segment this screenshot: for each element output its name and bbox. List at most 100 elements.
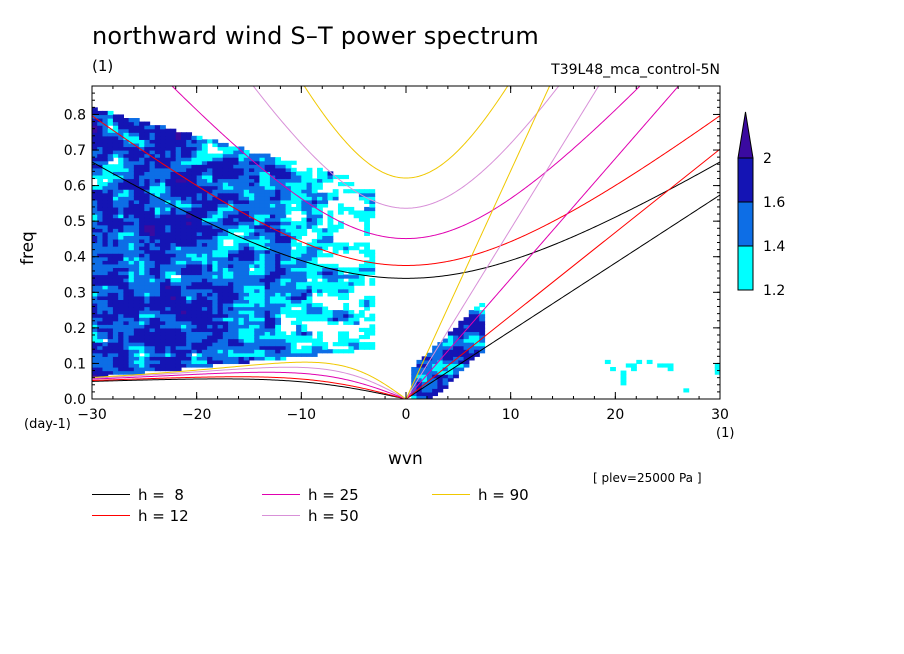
field-cell bbox=[191, 199, 198, 204]
field-cell bbox=[311, 206, 318, 212]
field-cell bbox=[128, 139, 135, 144]
field-cell bbox=[102, 203, 109, 208]
field-cell bbox=[97, 317, 104, 322]
field-cell bbox=[154, 185, 161, 190]
field-cell bbox=[149, 182, 156, 187]
field-cell bbox=[207, 331, 213, 336]
field-cell bbox=[453, 359, 459, 365]
field-cell bbox=[196, 313, 203, 318]
field-cell bbox=[217, 249, 224, 254]
field-cell bbox=[160, 146, 166, 151]
field-cell bbox=[301, 327, 308, 333]
field-cell bbox=[144, 270, 151, 276]
field-cell bbox=[301, 246, 308, 251]
field-cell bbox=[107, 278, 114, 283]
field-cell bbox=[437, 352, 444, 357]
field-cell bbox=[102, 313, 109, 318]
field-cell bbox=[264, 345, 271, 350]
field-cell bbox=[144, 320, 151, 325]
field-cell bbox=[154, 253, 161, 258]
field-cell bbox=[269, 310, 276, 315]
field-cell bbox=[170, 331, 177, 336]
field-cell bbox=[186, 249, 193, 254]
field-cell bbox=[191, 334, 198, 340]
field-cell bbox=[186, 320, 193, 325]
field-cell bbox=[201, 299, 208, 304]
field-cell bbox=[468, 327, 475, 333]
field-cell bbox=[238, 263, 245, 268]
field-cell bbox=[264, 278, 271, 283]
field-cell bbox=[285, 217, 292, 222]
field-cell bbox=[217, 334, 224, 340]
field-cell bbox=[191, 306, 198, 311]
field-cell bbox=[102, 153, 109, 158]
field-cell bbox=[191, 356, 198, 361]
field-cell bbox=[322, 267, 329, 272]
field-cell bbox=[207, 349, 213, 354]
field-cell bbox=[280, 249, 287, 254]
field-cell bbox=[118, 270, 124, 276]
field-cell bbox=[186, 338, 193, 343]
field-cell bbox=[238, 167, 245, 172]
field-cell bbox=[133, 199, 140, 204]
dispersion-line bbox=[92, 371, 407, 399]
field-cell bbox=[112, 246, 119, 251]
field-cell bbox=[343, 302, 350, 308]
field-cell bbox=[280, 196, 287, 201]
field-cell bbox=[139, 313, 145, 318]
field-cell bbox=[442, 377, 449, 382]
field-cell bbox=[160, 306, 166, 311]
field-cell bbox=[201, 231, 208, 236]
field-cell bbox=[228, 359, 234, 365]
field-cell bbox=[290, 189, 297, 194]
field-cell bbox=[149, 302, 156, 308]
field-cell bbox=[118, 356, 124, 361]
field-cell bbox=[285, 221, 292, 226]
field-cell bbox=[275, 246, 281, 251]
field-cell bbox=[442, 338, 449, 343]
y-tick-label: 0.4 bbox=[64, 250, 86, 266]
field-cell bbox=[275, 185, 281, 190]
field-cell bbox=[191, 167, 198, 172]
field-cell bbox=[144, 253, 151, 258]
field-cell bbox=[453, 331, 459, 336]
field-cell bbox=[290, 199, 297, 204]
field-cell bbox=[322, 196, 329, 201]
field-cell bbox=[92, 338, 98, 343]
field-cell bbox=[207, 217, 213, 222]
field-cell bbox=[249, 189, 255, 194]
field-cell bbox=[243, 214, 250, 219]
field-cell bbox=[112, 185, 119, 190]
field-cell bbox=[201, 196, 208, 201]
field-cell bbox=[170, 224, 177, 229]
field-cell bbox=[275, 327, 281, 333]
field-cell bbox=[144, 302, 151, 308]
field-cell bbox=[249, 310, 255, 315]
field-cell bbox=[118, 125, 124, 130]
field-cell bbox=[317, 302, 323, 308]
field-cell bbox=[128, 267, 135, 272]
field-cell bbox=[254, 228, 261, 233]
field-cell bbox=[170, 270, 177, 276]
field-cell bbox=[243, 310, 250, 315]
field-cell bbox=[149, 256, 156, 261]
field-cell bbox=[228, 352, 234, 357]
field-cell bbox=[154, 292, 161, 297]
field-cell bbox=[170, 174, 177, 180]
field-cell bbox=[306, 334, 313, 340]
field-cell bbox=[222, 356, 229, 361]
field-cell bbox=[175, 153, 182, 158]
field-cell bbox=[191, 135, 198, 140]
field-cell bbox=[160, 295, 166, 301]
field-cell bbox=[180, 132, 187, 137]
field-cell bbox=[118, 313, 124, 318]
field-cell bbox=[123, 242, 130, 247]
field-cell bbox=[165, 146, 172, 151]
field-cell bbox=[170, 206, 177, 212]
field-cell bbox=[269, 317, 276, 322]
field-cell bbox=[149, 263, 156, 268]
field-cell bbox=[243, 288, 250, 293]
field-cell bbox=[285, 253, 292, 258]
field-cell bbox=[217, 235, 224, 240]
field-cell bbox=[160, 281, 166, 286]
